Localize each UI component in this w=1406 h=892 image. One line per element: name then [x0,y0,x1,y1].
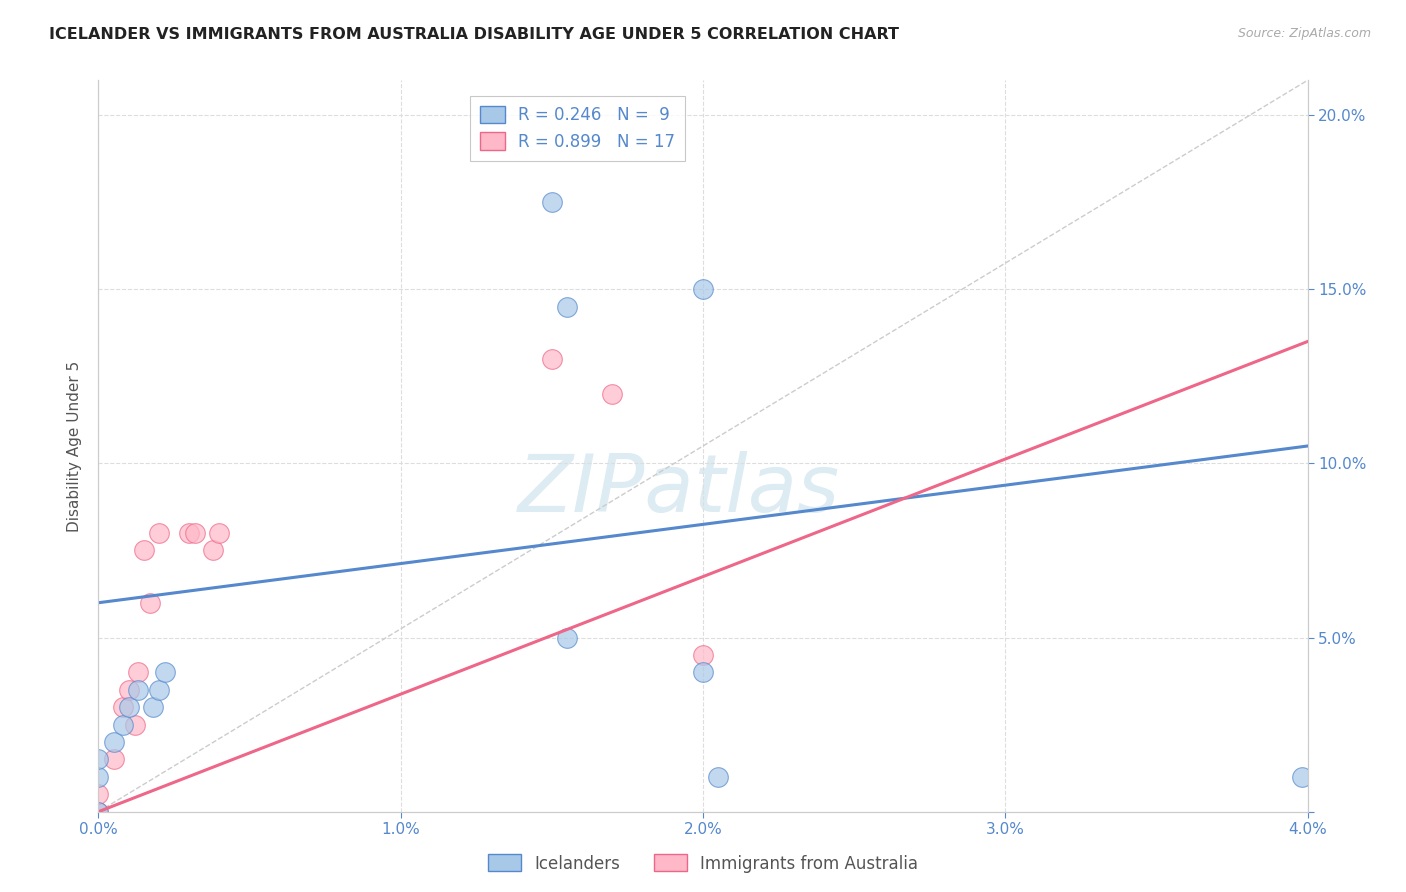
Point [124,717,146,731]
Point [87,752,110,766]
Point [148,526,170,541]
Point [602,386,624,401]
Point [1291,770,1313,784]
Point [87,770,110,784]
Point [87,787,110,801]
Point [202,543,225,558]
Point [692,648,714,662]
Point [692,282,714,296]
Point [103,735,125,749]
Point [139,596,162,610]
Point [179,526,201,541]
Point [111,700,134,714]
Point [111,717,134,731]
Legend: R = 0.246   N =  9, R = 0.899   N = 17: R = 0.246 N = 9, R = 0.899 N = 17 [470,96,685,161]
Point [103,752,125,766]
Point [132,543,155,558]
Point [127,682,149,697]
Point [692,665,714,680]
Point [707,770,730,784]
Point [540,195,562,210]
Y-axis label: Disability Age Under 5: Disability Age Under 5 [67,360,83,532]
Text: Source: ZipAtlas.com: Source: ZipAtlas.com [1237,27,1371,40]
Point [555,631,578,645]
Point [118,682,141,697]
Legend: Icelanders, Immigrants from Australia: Icelanders, Immigrants from Australia [481,847,925,880]
Point [148,682,170,697]
Point [118,700,141,714]
Point [87,805,110,819]
Point [153,665,176,680]
Point [208,526,231,541]
Point [142,700,165,714]
Point [540,351,562,366]
Point [555,300,578,314]
Point [127,665,149,680]
Point [184,526,207,541]
Text: ICELANDER VS IMMIGRANTS FROM AUSTRALIA DISABILITY AGE UNDER 5 CORRELATION CHART: ICELANDER VS IMMIGRANTS FROM AUSTRALIA D… [49,27,900,42]
Point [87,805,110,819]
Text: ZIPatlas: ZIPatlas [517,450,839,529]
